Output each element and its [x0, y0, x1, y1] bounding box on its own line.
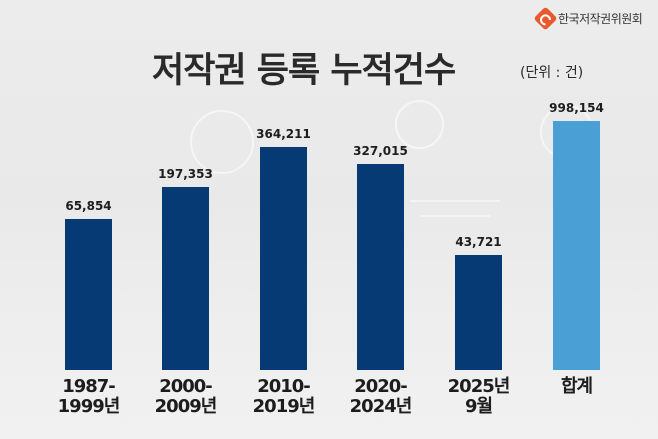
bar-value-label: 327,015 [353, 144, 408, 158]
period-bar [65, 219, 112, 370]
bar-value-label: 364,211 [256, 127, 311, 141]
background-decoration [190, 110, 254, 174]
period-bar [162, 187, 209, 370]
category-label: 2025년 9월 [447, 376, 511, 417]
bar-value-label: 65,854 [65, 199, 112, 213]
category-label: 1987- 1999년 [57, 376, 121, 417]
brand: 한국저작권위원회 [533, 6, 643, 31]
bar-value-label: 998,154 [549, 101, 604, 115]
category-label: 2010- 2019년 [252, 376, 316, 417]
category-label: 2000- 2009년 [154, 376, 218, 417]
background-decoration [420, 215, 490, 217]
unit-label: (단위 : 건) [520, 65, 584, 81]
period-bar [260, 147, 307, 370]
period-bar [357, 164, 404, 370]
bar-value-label: 43,721 [455, 235, 502, 249]
copyright-commission-logo-icon [533, 6, 558, 31]
period-bar [455, 255, 502, 370]
brand-name: 한국저작권위원회 [558, 12, 643, 26]
category-label: 2020- 2024년 [349, 376, 413, 417]
background-decoration [395, 100, 444, 149]
chart-title: 저작권 등록 누적건수 [152, 51, 456, 91]
total-bar [553, 121, 600, 370]
background-decoration [410, 200, 500, 202]
bar-value-label: 197,353 [158, 167, 213, 181]
category-label: 합계 [560, 376, 593, 397]
